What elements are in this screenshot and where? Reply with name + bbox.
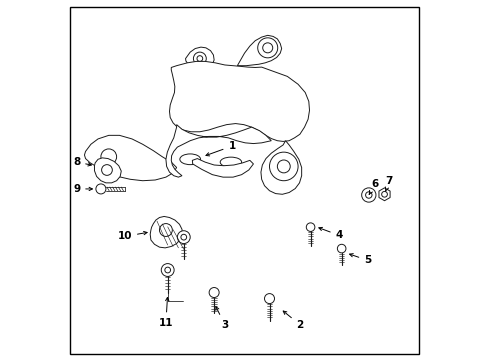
Circle shape [96,184,106,194]
Text: 1: 1 [205,141,235,156]
Ellipse shape [220,157,241,167]
Circle shape [305,223,314,231]
Circle shape [159,224,172,237]
Circle shape [361,188,375,202]
Polygon shape [150,216,182,248]
Circle shape [193,52,206,65]
Circle shape [101,149,116,165]
Polygon shape [84,135,176,181]
Circle shape [164,267,170,273]
Circle shape [262,43,272,53]
Polygon shape [237,35,281,66]
Circle shape [102,165,112,175]
Circle shape [269,152,298,181]
Text: 3: 3 [215,307,228,330]
Circle shape [365,192,371,198]
Polygon shape [94,158,121,183]
Text: 2: 2 [283,311,303,330]
Circle shape [161,264,174,276]
Polygon shape [192,158,253,177]
Polygon shape [165,125,271,177]
Text: 4: 4 [318,228,342,240]
Text: 5: 5 [349,254,371,265]
Circle shape [209,288,219,297]
Text: 9: 9 [73,184,92,194]
Polygon shape [185,47,214,69]
Polygon shape [169,62,309,141]
Circle shape [337,244,345,253]
Circle shape [197,56,203,62]
Ellipse shape [180,154,200,165]
Circle shape [381,192,386,197]
Text: 11: 11 [158,297,173,328]
Text: 8: 8 [73,157,91,167]
Polygon shape [378,188,389,201]
Circle shape [257,38,277,58]
Text: 7: 7 [385,176,392,191]
Circle shape [264,294,274,303]
Polygon shape [261,141,301,194]
Circle shape [277,160,290,173]
Circle shape [181,234,186,240]
Circle shape [177,231,190,244]
Text: 6: 6 [368,179,378,194]
Text: 10: 10 [117,231,147,242]
